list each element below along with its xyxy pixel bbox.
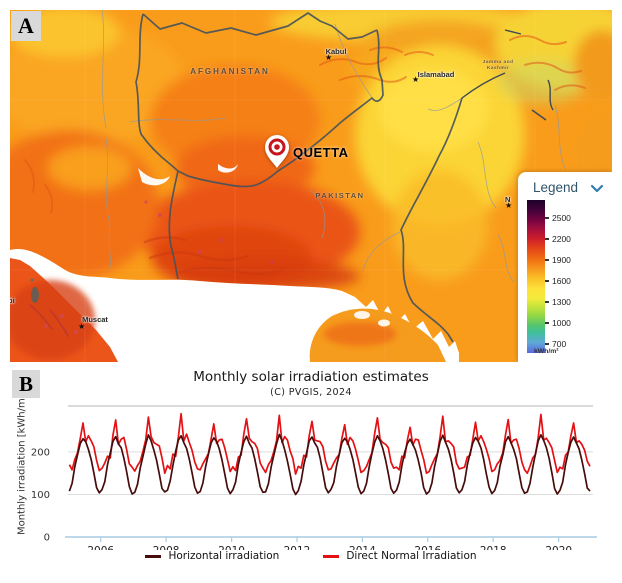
region-label-jammu-kashmir: Jammu and Kashmir [472,60,524,72]
legend-line-swatch [145,554,162,558]
city-label-partial-right: N [505,195,511,204]
map-legend-panel: Legend 2500 2200 1900 1600 1300 1000 700 kWh/m… [518,172,612,362]
y-tick-label: 100 [31,490,50,501]
country-borders [135,12,463,343]
chart-legend-item: Direct Normal Irradiation [323,550,477,562]
province-borders [101,10,567,283]
y-tick-label: 0 [44,533,50,544]
x-tick-label: 2006 [87,545,114,550]
x-tick-label: 2010 [218,545,245,550]
quetta-pin-icon [265,135,289,168]
legend-title: Legend [533,180,579,195]
city-label-partial-left: bi [10,296,15,305]
panel-b-badge: B [12,370,40,398]
panel-a-badge: A [11,11,41,41]
quetta-label: QUETTA [293,145,349,160]
legend-tick-label: 1000 [545,318,571,328]
lakes [138,164,238,186]
chart-title: Monthly solar irradiation estimates [193,369,429,385]
chart-legend: Horizontal irradiation Direct Normal Irra… [0,550,622,562]
city-label-kabul: Kabul [325,47,347,56]
country-label-pakistan: PAKISTAN [315,191,365,200]
region-label-line2: Kashmir [486,66,510,72]
graticule [10,10,612,362]
legend-unit: kWh/m² [534,348,559,355]
oman-peninsula [10,258,118,362]
region-label-line1: Jammu and [482,60,514,65]
legend-tick-label: 1900 [545,255,571,265]
time-series-plot: 0 100 200 2006 2008 2010 2012 2014 2016 2018 2020 [31,405,597,550]
chart-legend-item: Horizontal irradiation [145,550,279,562]
city-star-partial-right: ★ [505,201,513,210]
x-tick-label: 2012 [284,545,311,550]
city-label-islamabad: Islamabad [417,70,455,79]
chart-subtitle: (C) PVGIS, 2024 [270,387,352,398]
city-star-islamabad: ★ [412,75,420,84]
kashmir-border-segments [461,29,554,121]
irradiation-chart-panel: B Monthly solar irradiation estimates (C… [0,362,622,583]
x-tick-label: 2018 [480,545,507,550]
legend-tick-label: 2500 [545,213,571,223]
legend-series-label: Direct Normal Irradiation [346,550,477,562]
legend-series-label: Horizontal irradiation [168,550,280,562]
legend-line-swatch [323,554,340,558]
solar-irradiation-map: AFGHANISTAN PAKISTAN Jammu and Kashmir K… [10,10,612,362]
legend-colorbar [527,200,545,353]
x-tick-label: 2008 [153,545,180,550]
x-tick-label: 2020 [545,545,572,550]
x-tick-label: 2016 [414,545,441,550]
legend-tick-label: 1300 [545,297,571,307]
legend-tick-label: 1600 [545,276,571,286]
city-star-kabul: ★ [325,53,333,62]
high-irradiation-spots [144,200,274,264]
x-tick-label: 2014 [349,545,376,550]
city-label-muscat: Muscat [82,315,108,324]
country-label-afghanistan: AFGHANISTAN [190,67,270,76]
series-line [68,433,591,496]
legend-tick-label: 700 [545,339,566,349]
indus-delta [309,308,446,362]
legend-tick-label: 2200 [545,234,571,244]
mountain-ridges [24,35,586,276]
city-star-muscat: ★ [78,322,86,331]
y-tick-label: 200 [31,447,50,458]
chevron-down-icon[interactable] [590,184,604,193]
